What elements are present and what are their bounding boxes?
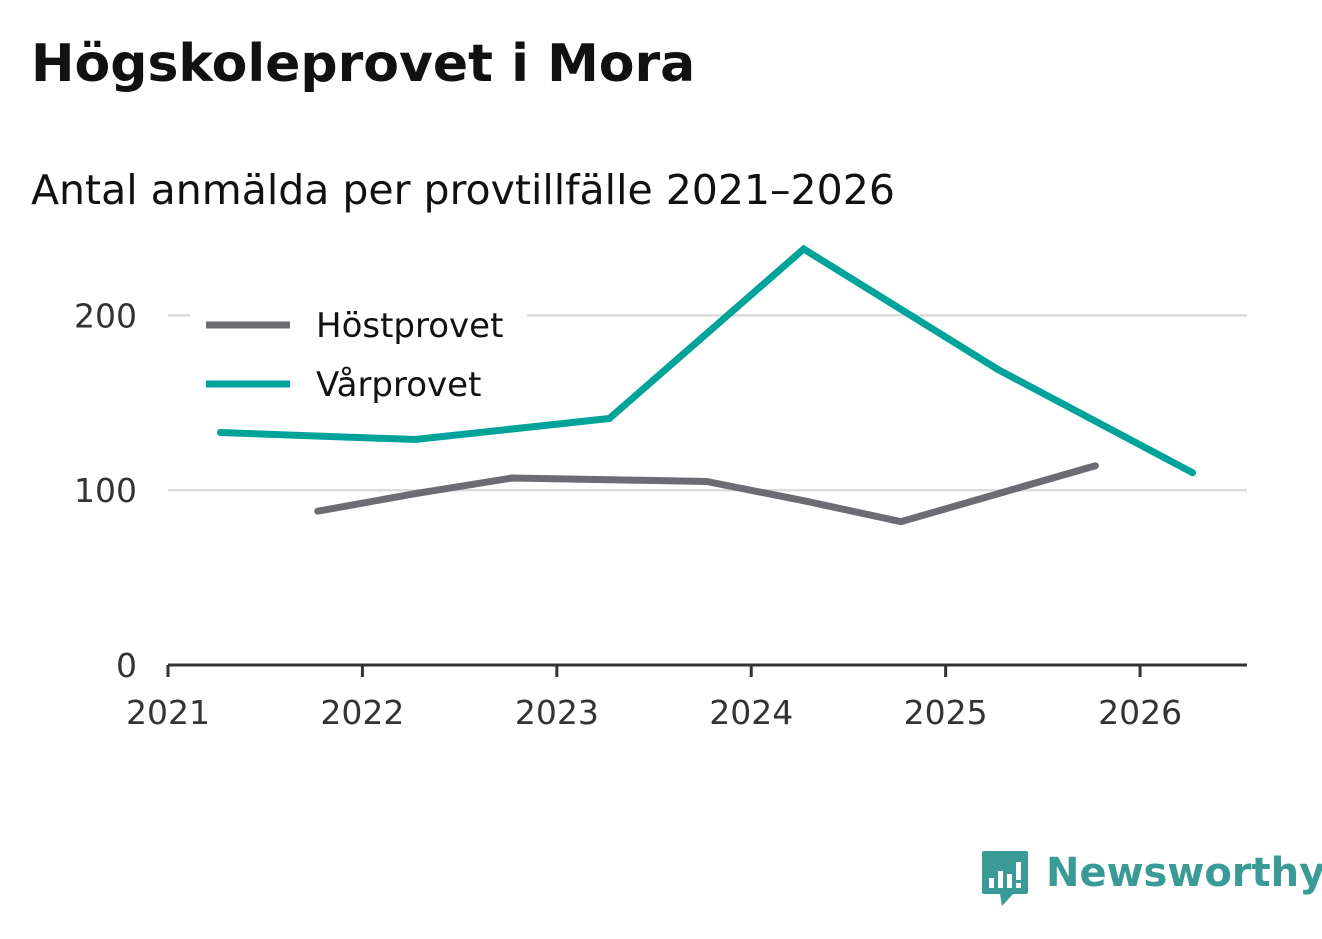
chart-subtitle: Antal anmälda per provtillfälle 2021–202… — [31, 166, 895, 214]
legend-label: Vårprovet — [316, 365, 481, 405]
data-point — [411, 490, 419, 498]
chart-title: Högskoleprovet i Mora — [31, 34, 696, 94]
data-point — [605, 476, 613, 484]
newsworthy-logo: Newsworthy — [980, 848, 1322, 910]
x-tick-label: 2021 — [126, 693, 210, 732]
data-point — [411, 436, 419, 444]
y-tick-label: 200 — [74, 296, 137, 335]
data-point — [897, 518, 905, 526]
data-point — [994, 366, 1002, 374]
data-point — [1189, 469, 1197, 477]
data-point — [703, 477, 711, 485]
x-tick-label: 2025 — [904, 693, 988, 732]
data-point — [994, 490, 1002, 498]
data-point — [216, 429, 224, 437]
x-tick-label: 2026 — [1098, 693, 1182, 732]
x-tick-label: 2024 — [709, 693, 793, 732]
data-point — [1091, 462, 1099, 470]
legend: Höstprovet Vårprovet — [190, 296, 527, 416]
x-tick-label: 2023 — [515, 693, 599, 732]
y-tick-label: 100 — [74, 471, 137, 510]
data-point — [800, 497, 808, 505]
data-point — [314, 507, 322, 515]
bar-chart-bubble-icon — [982, 851, 1028, 906]
series-line-hostprovet — [317, 462, 1097, 526]
x-axis: 2021 2022 2023 2024 2025 2026 — [126, 663, 1247, 732]
y-tick-label: 0 — [116, 646, 137, 685]
series-lines — [216, 244, 1197, 526]
brand-name: Newsworthy — [1046, 850, 1322, 896]
data-point — [508, 474, 516, 482]
data-point — [605, 415, 613, 423]
x-tick-label: 2022 — [320, 693, 404, 732]
series-line-varprovet — [220, 244, 1195, 476]
data-point — [800, 245, 808, 253]
legend-background — [190, 296, 527, 416]
legend-label: Höstprovet — [316, 306, 503, 346]
y-axis-labels: 0 100 200 — [74, 296, 137, 685]
